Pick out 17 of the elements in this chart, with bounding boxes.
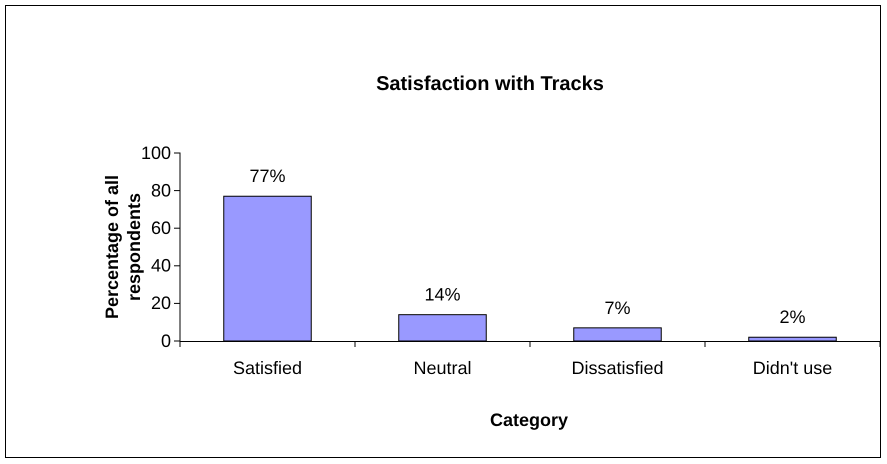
x-tick-label: Satisfied xyxy=(232,358,302,378)
x-tick-label: Neutral xyxy=(413,358,472,378)
y-tick-label: 100 xyxy=(140,142,171,163)
y-tick-label: 60 xyxy=(150,218,171,238)
data-label: 14% xyxy=(424,284,461,305)
y-tick-label: 40 xyxy=(150,256,171,276)
y-axis-title: Percentage of all respondents xyxy=(102,174,144,320)
data-label: 77% xyxy=(249,166,286,186)
chart-title: Satisfaction with Tracks xyxy=(376,73,604,95)
x-axis-title: Category xyxy=(490,410,568,430)
data-label: 7% xyxy=(604,298,631,318)
data-label: 2% xyxy=(779,307,806,328)
y-tick-label: 20 xyxy=(150,293,171,314)
x-tick-label: Didn't use xyxy=(752,358,832,378)
y-tick-label: 0 xyxy=(160,330,171,351)
x-tick-label: Dissatisfied xyxy=(571,358,664,378)
y-tick-label: 80 xyxy=(150,180,171,200)
